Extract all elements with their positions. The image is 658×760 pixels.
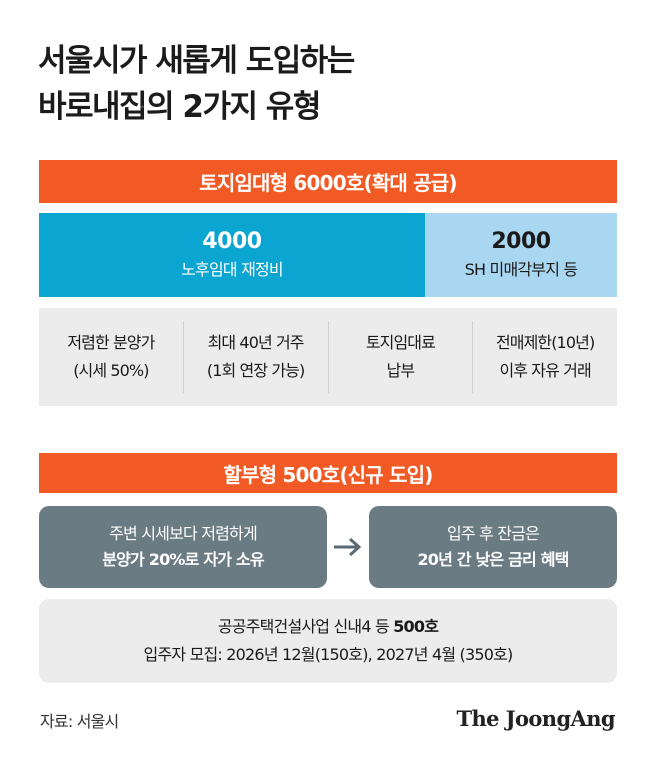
info-line-2: 입주자 모집: 2026년 12월(150호), 2027년 4월 (350호) [143,645,514,664]
land-lease-banner: 토지임대형 6000호(확대 공급) [39,160,617,203]
brand-logo: The JoongAng [456,706,615,731]
split-unsold-label: SH 미매각부지 등 [464,260,578,279]
source-credit: 자료: 서울시 [40,712,119,731]
feature-price: 저렴한 분양가 (시세 50%) [67,333,155,380]
split-renovation-number: 4000 [202,229,262,254]
split-unsold-land: 2000 SH 미매각부지 등 [425,213,617,297]
installment-banner: 할부형 500호(신규 도입) [39,453,617,493]
info-line-1: 공공주택건설사업 신내4 등 500호 [217,617,439,636]
arrow-right-icon [334,537,362,557]
feature-residence: 최대 40년 거주 (1회 연장 가능) [182,321,328,393]
land-lease-features: 저렴한 분양가 (시세 50%) 최대 40년 거주 (1회 연장 가능) 토지… [39,308,617,406]
installment-info: 공공주택건설사업 신내4 등 500호 입주자 모집: 2026년 12월(15… [39,599,617,683]
title-line-2: 바로내집의 2가지 유형 [38,89,321,125]
feature-land-rent: 토지임대료 납부 [327,321,473,393]
infographic-title: 서울시가 새롭게 도입하는 바로내집의 2가지 유형 [38,38,618,130]
title-line-1: 서울시가 새롭게 도입하는 [38,43,355,79]
feature-resale: 전매제한(10년) 이후 자유 거래 [472,321,617,393]
installment-step-1: 주변 시세보다 저렴하게 분양가 20%로 자가 소유 [39,506,327,588]
split-unsold-number: 2000 [491,229,551,254]
installment-step-2: 입주 후 잔금은 20년 간 낮은 금리 혜택 [369,506,617,588]
land-lease-split: 4000 노후임대 재정비 2000 SH 미매각부지 등 [39,213,617,297]
split-renovation-label: 노후임대 재정비 [181,260,284,279]
split-renovation: 4000 노후임대 재정비 [39,213,425,297]
